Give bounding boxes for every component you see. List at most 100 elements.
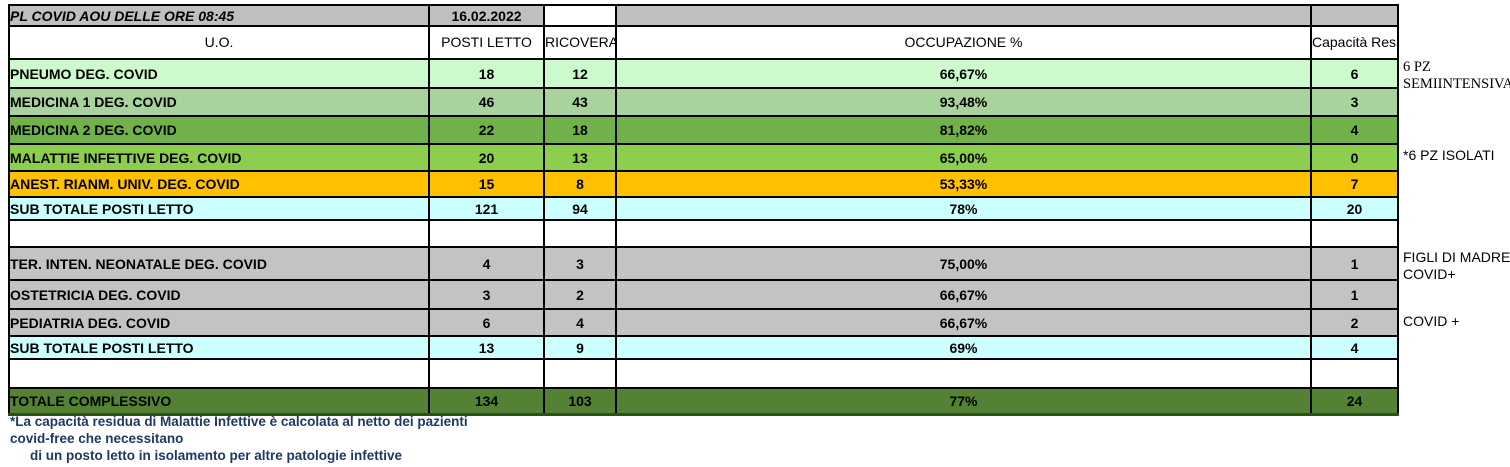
table-row-blank [8, 219, 1399, 248]
occupazione-cell: 78% [615, 196, 1312, 221]
bed-occupancy-table: PL COVID AOU DELLE ORE 08:45 16.02.2022 … [8, 4, 1399, 416]
table-row-malattie-infettive: MALATTIE INFETTIVE DEG. COVID 20 13 65,0… [8, 143, 1399, 172]
annotation-covid-plus: COVID + [1403, 313, 1508, 330]
uo-cell: MEDICINA 2 DEG. COVID [8, 115, 430, 145]
annotation-semiintensiva: 6 PZ SEMIINTENSIVA [1403, 59, 1510, 94]
capacita-cell: 3 [1310, 87, 1399, 117]
ricoverati-cell: 13 [543, 143, 617, 172]
annotation-line: FIGLI DI MADRE [1403, 249, 1510, 265]
table-row-blank [8, 358, 1399, 389]
capacita-cell: 2 [1310, 308, 1399, 337]
table-row-pneumo: PNEUMO DEG. COVID 18 12 66,67% 6 [8, 58, 1399, 89]
uo-cell: OSTETRICIA DEG. COVID [8, 279, 430, 310]
title-row-spacer [543, 4, 617, 27]
capacita-cell: 0 [1310, 143, 1399, 172]
occupazione-cell [615, 219, 1312, 248]
table-row-pediatria: PEDIATRIA DEG. COVID 6 4 66,67% 2 [8, 308, 1399, 337]
capacita-cell: 7 [1310, 170, 1399, 198]
uo-cell: MALATTIE INFETTIVE DEG. COVID [8, 143, 430, 172]
footnote: *La capacità residua di Malattie Infetti… [10, 413, 468, 464]
ricoverati-cell [543, 219, 617, 248]
ricoverati-cell: 43 [543, 87, 617, 117]
col-header-occupazione: OCCUPAZIONE % [615, 25, 1312, 60]
posti-letto-cell: 15 [428, 170, 545, 198]
ricoverati-cell: 9 [543, 335, 617, 360]
table-row-medicina2: MEDICINA 2 DEG. COVID 22 18 81,82% 4 [8, 115, 1399, 145]
posti-letto-cell: 121 [428, 196, 545, 221]
table-row-subtotale-2: SUB TOTALE POSTI LETTO 13 9 69% 4 [8, 335, 1399, 360]
posti-letto-cell: 46 [428, 87, 545, 117]
table-row-ostetricia: OSTETRICIA DEG. COVID 3 2 66,67% 1 [8, 279, 1399, 310]
annotation-line: 6 PZ [1403, 59, 1431, 75]
title-row: PL COVID AOU DELLE ORE 08:45 16.02.2022 [8, 4, 1399, 27]
posti-letto-cell: 13 [428, 335, 545, 360]
capacita-cell: 4 [1310, 335, 1399, 360]
table-row-medicina1: MEDICINA 1 DEG. COVID 46 43 93,48% 3 [8, 87, 1399, 117]
annotation-line: SEMIINTENSIVA [1403, 76, 1510, 93]
title-row-fill [615, 4, 1312, 27]
uo-cell [8, 358, 430, 389]
annotation-line: COVID+ [1403, 265, 1456, 282]
col-header-posti-letto: POSTI LETTO [428, 25, 545, 60]
ricoverati-cell: 2 [543, 279, 617, 310]
ricoverati-cell: 12 [543, 58, 617, 89]
footnote-line-2: covid-free che necessitano [10, 431, 184, 446]
occupazione-cell: 69% [615, 335, 1312, 360]
occupazione-cell: 66,67% [615, 58, 1312, 89]
uo-cell: SUB TOTALE POSTI LETTO [8, 335, 430, 360]
uo-cell: TER. INTEN. NEONATALE DEG. COVID [8, 246, 430, 281]
table-row-anest-rianm: ANEST. RIANM. UNIV. DEG. COVID 15 8 53,3… [8, 170, 1399, 198]
uo-cell: SUB TOTALE POSTI LETTO [8, 196, 430, 221]
occupazione-cell: 93,48% [615, 87, 1312, 117]
col-header-uo: U.O. [8, 25, 430, 60]
posti-letto-cell [428, 358, 545, 389]
uo-cell: ANEST. RIANM. UNIV. DEG. COVID [8, 170, 430, 198]
occupazione-cell: 77% [615, 387, 1312, 416]
posti-letto-cell: 3 [428, 279, 545, 310]
posti-letto-cell: 18 [428, 58, 545, 89]
posti-letto-cell: 4 [428, 246, 545, 281]
occupazione-cell: 75,00% [615, 246, 1312, 281]
page-title: PL COVID AOU DELLE ORE 08:45 [8, 4, 430, 27]
capacita-cell [1310, 358, 1399, 389]
ricoverati-cell: 94 [543, 196, 617, 221]
posti-letto-cell [428, 219, 545, 248]
capacita-cell: 1 [1310, 279, 1399, 310]
capacita-cell: 20 [1310, 196, 1399, 221]
posti-letto-cell: 22 [428, 115, 545, 145]
capacita-cell: 1 [1310, 246, 1399, 281]
occupazione-cell: 65,00% [615, 143, 1312, 172]
uo-cell: MEDICINA 1 DEG. COVID [8, 87, 430, 117]
annotation-line: *6 PZ ISOLATI [1403, 147, 1495, 163]
uo-cell: PNEUMO DEG. COVID [8, 58, 430, 89]
col-header-ricoverati: RICOVERATI [543, 25, 617, 60]
annotation-isolati: *6 PZ ISOLATI [1403, 147, 1508, 164]
occupazione-cell: 53,33% [615, 170, 1312, 198]
title-row-fill-right [1310, 4, 1399, 27]
posti-letto-cell: 20 [428, 143, 545, 172]
annotation-figli-di-madre: FIGLI DI MADRE COVID+ [1403, 249, 1510, 283]
ricoverati-cell: 3 [543, 246, 617, 281]
capacita-cell: 4 [1310, 115, 1399, 145]
table-row-totale-complessivo: TOTALE COMPLESSIVO 134 103 77% 24 [8, 387, 1399, 416]
table-row-subtotale-1: SUB TOTALE POSTI LETTO 121 94 78% 20 [8, 196, 1399, 221]
occupazione-cell: 66,67% [615, 308, 1312, 337]
footnote-line-3: di un posto letto in isolamento per altr… [30, 448, 403, 463]
posti-letto-cell: 6 [428, 308, 545, 337]
capacita-cell: 24 [1310, 387, 1399, 416]
uo-cell: PEDIATRIA DEG. COVID [8, 308, 430, 337]
footnote-line-1: *La capacità residua di Malattie Infetti… [10, 414, 468, 429]
table-row-ter-inten-neonatale: TER. INTEN. NEONATALE DEG. COVID 4 3 75,… [8, 246, 1399, 281]
ricoverati-cell: 8 [543, 170, 617, 198]
capacita-cell [1310, 219, 1399, 248]
posti-letto-cell: 134 [428, 387, 545, 416]
occupazione-cell: 81,82% [615, 115, 1312, 145]
uo-cell: TOTALE COMPLESSIVO [8, 387, 430, 416]
occupazione-cell [615, 358, 1312, 389]
ricoverati-cell: 103 [543, 387, 617, 416]
report-date: 16.02.2022 [428, 4, 545, 27]
column-header-row: U.O. POSTI LETTO RICOVERATI OCCUPAZIONE … [8, 25, 1399, 60]
uo-cell [8, 219, 430, 248]
ricoverati-cell: 18 [543, 115, 617, 145]
annotation-line: COVID + [1403, 313, 1460, 329]
